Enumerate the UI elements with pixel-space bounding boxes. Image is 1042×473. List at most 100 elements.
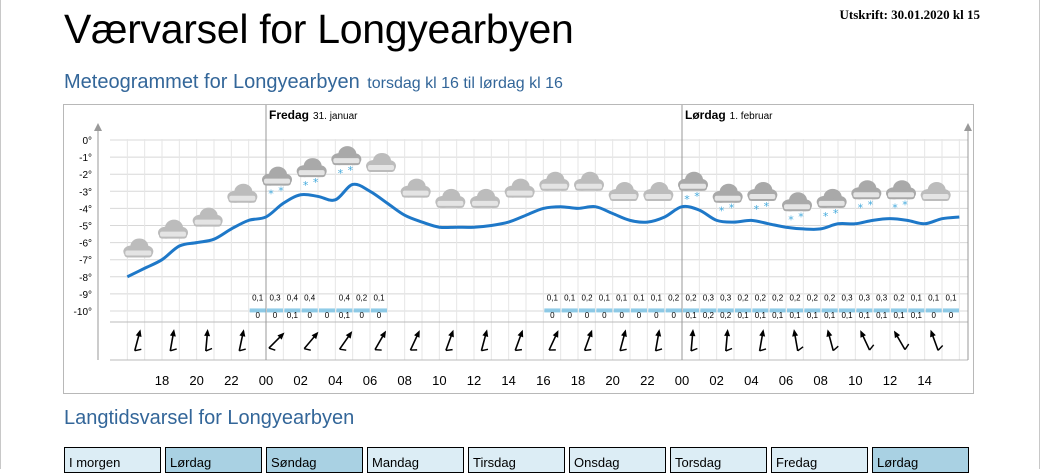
cloud-highlight — [125, 250, 152, 256]
precip-value-label: 0,2 — [703, 311, 715, 320]
wind-arrow-icon — [548, 330, 559, 351]
wind-barb — [515, 348, 522, 352]
longterm-day-tab[interactable]: Fredag — [771, 447, 868, 473]
precip-bar — [943, 308, 959, 313]
meteogram-heading: Meteogrammet for Longyearbyen torsdag kl… — [64, 71, 563, 94]
snowflake-icon: * — [694, 190, 700, 203]
x-tick-label: 10 — [848, 373, 862, 388]
cloud-highlight — [541, 183, 568, 189]
wind-barb — [134, 348, 142, 352]
snowflake-icon: * — [868, 198, 874, 211]
precip-bar — [839, 308, 855, 313]
wind-barb — [304, 347, 311, 351]
precip-value-label: 0,1 — [876, 311, 888, 320]
wind-arrow-icon — [724, 329, 733, 352]
wind-arrow-icon — [792, 329, 804, 352]
longterm-day-tab[interactable]: Lørdag — [165, 447, 262, 473]
cloud-snow-icon: * * — [782, 192, 812, 226]
print-timestamp: Utskrift: 30.01.2020 kl 15 — [839, 7, 980, 22]
cloud-icon — [504, 178, 535, 198]
y-tick-label: 0° — [82, 136, 92, 147]
precip-max-label: 0,1 — [373, 294, 385, 303]
wind-arrow-icon — [758, 329, 767, 352]
cloud-highlight — [229, 195, 256, 201]
snowflake-icon: * — [788, 213, 794, 226]
precip-bar — [249, 308, 266, 313]
longterm-day-tab[interactable]: I morgen — [64, 447, 161, 473]
y-tick-label: -7° — [79, 256, 92, 267]
precip-value-label: 0 — [619, 311, 624, 320]
cloud-highlight — [437, 200, 464, 206]
precip-max-label: 0,2 — [789, 294, 801, 303]
precip-bar — [821, 308, 838, 313]
precip-bar — [301, 308, 318, 313]
cloud-highlight — [714, 195, 741, 201]
cloud-highlight — [472, 200, 498, 206]
longterm-day-tab[interactable]: Lørdag — [872, 447, 969, 473]
day-date: 31. januar — [313, 111, 358, 122]
snowflake-icon: * — [278, 185, 284, 198]
precip-max-label: 0,1 — [945, 294, 957, 303]
precip-max-label: 0,2 — [737, 294, 749, 303]
wind-arrow-icon — [894, 330, 910, 351]
longterm-heading: Langtidsvarsel for Longyearbyen — [64, 407, 355, 429]
precip-value-label: 0 — [654, 311, 659, 320]
wind-head — [379, 330, 386, 339]
precip-value-label: 0,1 — [893, 311, 905, 320]
y-tick-label: -2° — [79, 170, 92, 181]
precip-value-label: 0,1 — [737, 311, 749, 320]
meteogram-title: Meteogrammet for Longyearbyen — [64, 71, 360, 93]
wind-head — [311, 331, 319, 340]
x-tick-label: 04 — [328, 373, 342, 388]
precip-bar — [752, 308, 769, 313]
snowflake-icon: * — [338, 167, 344, 180]
wind-head — [552, 330, 559, 338]
y-tick-label: -6° — [79, 239, 92, 250]
longterm-day-tab[interactable]: Onsdag — [569, 447, 666, 473]
precip-bar — [579, 308, 595, 313]
longterm-day-label: Lørdag — [877, 455, 919, 470]
snowflake-icon: * — [313, 176, 319, 189]
longterm-day-tab[interactable]: Søndag — [266, 447, 363, 473]
precip-bar — [319, 308, 335, 313]
snowflake-icon: * — [268, 188, 274, 201]
precip-bar — [891, 308, 907, 313]
wind-barb — [481, 348, 489, 352]
wind-arrow-icon — [930, 329, 944, 351]
wind-head — [655, 329, 662, 337]
precip-max-label: 0,3 — [876, 294, 888, 303]
precip-max-label: 0,3 — [841, 294, 853, 303]
precip-value-label: 0 — [671, 311, 676, 320]
precip-max-label: 0,1 — [911, 294, 923, 303]
precip-value-label: 0 — [931, 311, 936, 320]
wind-arrow-icon — [619, 329, 627, 352]
y-tick-label: -9° — [79, 290, 92, 301]
precip-max-label: 0,2 — [824, 294, 836, 303]
wind-arrow-icon — [480, 329, 489, 352]
snowflake-icon: * — [798, 210, 804, 223]
longterm-day-tab[interactable]: Mandag — [367, 447, 464, 473]
x-tick-label: 08 — [813, 373, 827, 388]
precip-bar — [353, 308, 370, 313]
cloud-icon — [435, 188, 466, 208]
longterm-day-tab[interactable]: Torsdag — [670, 447, 767, 473]
day-name: Lørdag — [685, 108, 726, 122]
y-tick-label: -5° — [79, 222, 92, 233]
wind-head — [517, 329, 524, 338]
precip-bar — [735, 308, 751, 313]
precip-bar — [804, 308, 821, 313]
wind-head — [792, 329, 799, 337]
snowflake-icon: * — [764, 200, 770, 213]
x-tick-label: 18 — [571, 373, 585, 388]
snowflake-icon: * — [892, 201, 898, 214]
x-tick-label: 14 — [917, 373, 931, 388]
precip-bar — [683, 308, 699, 313]
longterm-day-tabs: I morgen Lørdag Søndag Mandag Tirsdag Onsdag T… — [64, 447, 973, 473]
longterm-day-tab[interactable]: Tirsdag — [468, 447, 565, 473]
precip-value-label: 0 — [550, 311, 555, 320]
precip-bar — [371, 308, 387, 313]
y-tick-label: -8° — [79, 273, 92, 284]
wind-barb — [374, 348, 382, 351]
cloud-icon — [158, 219, 188, 239]
snowflake-icon: * — [729, 202, 735, 215]
